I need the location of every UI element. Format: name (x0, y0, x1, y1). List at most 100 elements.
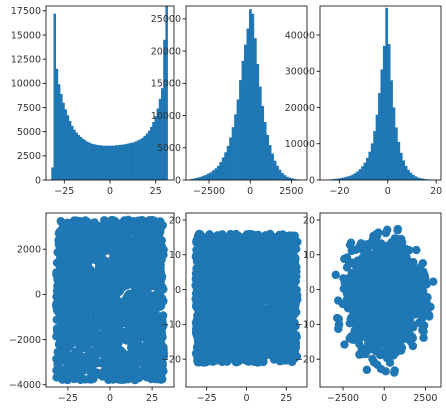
histogram-bar (276, 165, 279, 180)
scatter-point (275, 230, 284, 240)
scatter-point (227, 349, 237, 359)
x-tick-label: 2500 (279, 186, 303, 197)
histogram-bar (416, 177, 420, 180)
scatter-point (92, 314, 101, 323)
scatter-point (147, 366, 156, 375)
scatter-point (228, 260, 238, 269)
scatter-point (80, 375, 90, 384)
x-tick-label: 20 (430, 186, 442, 197)
plot-area (327, 7, 437, 180)
scatter-point (62, 219, 71, 229)
scatter-point (125, 317, 134, 326)
histogram-bar (224, 152, 228, 180)
scatter-point (108, 222, 117, 231)
scatter-point (144, 232, 153, 242)
histogram-bar (361, 166, 364, 180)
histogram-bar (226, 145, 230, 180)
histogram-bar (97, 145, 100, 180)
scatter-point (284, 231, 293, 241)
histogram-bar (53, 13, 56, 180)
scatter-point (257, 237, 266, 246)
histogram-bar (79, 136, 83, 180)
histogram-bar (409, 172, 413, 180)
histogram-bar (356, 171, 360, 180)
scatter-point (198, 333, 208, 342)
histogram-bar (241, 60, 245, 180)
scatter-point (290, 303, 300, 312)
histogram-bar (382, 45, 386, 180)
histogram-bar (378, 93, 381, 180)
scatter-point (83, 307, 92, 316)
y-tick-label: 0 (175, 175, 181, 186)
scatter-point (74, 347, 83, 357)
histogram-bar (119, 144, 122, 180)
scatter-point (159, 245, 168, 254)
histogram-bar (90, 143, 94, 180)
histogram-bar (392, 107, 396, 180)
scatter-point (107, 320, 116, 329)
scatter-point (135, 300, 144, 309)
scatter-point (278, 262, 287, 271)
scatter-point (118, 268, 127, 277)
scatter-point (286, 341, 296, 351)
scatter-point (78, 224, 88, 234)
histogram-bar (349, 175, 352, 180)
x-tick-label: 0 (385, 186, 391, 197)
histogram-bar (141, 137, 144, 180)
scatter-point (203, 242, 212, 251)
histogram-bar (84, 140, 87, 180)
histogram-bar (370, 143, 374, 180)
histogram-bar (112, 145, 116, 180)
scatter-point (268, 264, 278, 273)
x-tick-label: 0 (107, 186, 113, 197)
histogram-bar (363, 162, 367, 180)
y-tick-label: 12500 (11, 54, 41, 65)
histogram-bar (82, 138, 85, 180)
scatter-point (286, 289, 296, 298)
scatter-point (83, 253, 93, 262)
scatter-point (236, 340, 245, 350)
histogram-bar (123, 144, 127, 180)
scatter-point (193, 342, 203, 351)
scatter-point (203, 327, 212, 336)
scatter-point (82, 325, 91, 334)
histogram-bar (103, 145, 107, 180)
scatter-point (196, 260, 205, 269)
scatter-point (270, 351, 280, 361)
histogram-bar (256, 64, 260, 180)
y-tick-label: 2000 (17, 244, 41, 255)
scatter-point (262, 325, 271, 335)
scatter-point (211, 232, 220, 241)
scatter-point (192, 322, 201, 331)
scatter-point (235, 232, 244, 241)
scatter-point (152, 237, 161, 247)
scatter-point (79, 235, 88, 245)
scatter-point (159, 343, 168, 352)
histogram-bar (189, 179, 193, 180)
y-tick-label: 0 (175, 285, 181, 296)
histogram-bar (397, 141, 401, 180)
histogram-bar (125, 143, 129, 180)
histogram-bar (385, 7, 389, 180)
scatter-point (151, 375, 160, 384)
histogram-bar (55, 68, 59, 180)
histogram-bar (407, 169, 410, 180)
scatter-point (124, 237, 134, 246)
scatter-point (133, 338, 142, 347)
scatter-point (125, 367, 135, 377)
scatter-point (68, 317, 78, 326)
plot-area (191, 229, 302, 367)
scatter-point (271, 321, 280, 331)
x-tick-label: 25 (150, 186, 162, 197)
histogram-bar (219, 161, 223, 180)
histogram-bar (344, 177, 347, 180)
y-tick-label: 30000 (285, 67, 315, 78)
scatter-point (57, 225, 67, 235)
scatter-point (72, 308, 82, 317)
scatter-point (215, 302, 224, 311)
scatter-point (263, 246, 273, 256)
histogram-bar (101, 145, 105, 180)
scatter-point (58, 368, 67, 377)
scatter-point (64, 231, 74, 240)
